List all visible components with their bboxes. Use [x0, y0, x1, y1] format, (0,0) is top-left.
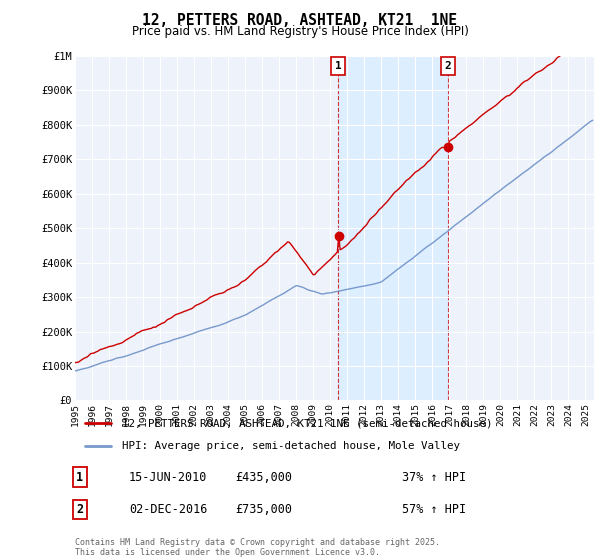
- Text: 1: 1: [76, 470, 83, 484]
- Text: 2: 2: [76, 503, 83, 516]
- Text: 37% ↑ HPI: 37% ↑ HPI: [402, 470, 466, 484]
- Text: HPI: Average price, semi-detached house, Mole Valley: HPI: Average price, semi-detached house,…: [122, 441, 460, 451]
- Text: £435,000: £435,000: [235, 470, 293, 484]
- Text: 57% ↑ HPI: 57% ↑ HPI: [402, 503, 466, 516]
- Text: Price paid vs. HM Land Registry's House Price Index (HPI): Price paid vs. HM Land Registry's House …: [131, 25, 469, 38]
- Text: £735,000: £735,000: [235, 503, 293, 516]
- Text: 1: 1: [335, 62, 341, 71]
- Text: 15-JUN-2010: 15-JUN-2010: [129, 470, 208, 484]
- Text: 12, PETTERS ROAD, ASHTEAD, KT21  1NE: 12, PETTERS ROAD, ASHTEAD, KT21 1NE: [143, 13, 458, 27]
- Text: 12, PETTERS ROAD, ASHTEAD, KT21 1NE (semi-detached house): 12, PETTERS ROAD, ASHTEAD, KT21 1NE (sem…: [122, 418, 492, 428]
- Text: Contains HM Land Registry data © Crown copyright and database right 2025.
This d: Contains HM Land Registry data © Crown c…: [75, 538, 440, 557]
- Text: 2: 2: [445, 62, 451, 71]
- Bar: [338, 56, 448, 400]
- Text: 02-DEC-2016: 02-DEC-2016: [129, 503, 208, 516]
